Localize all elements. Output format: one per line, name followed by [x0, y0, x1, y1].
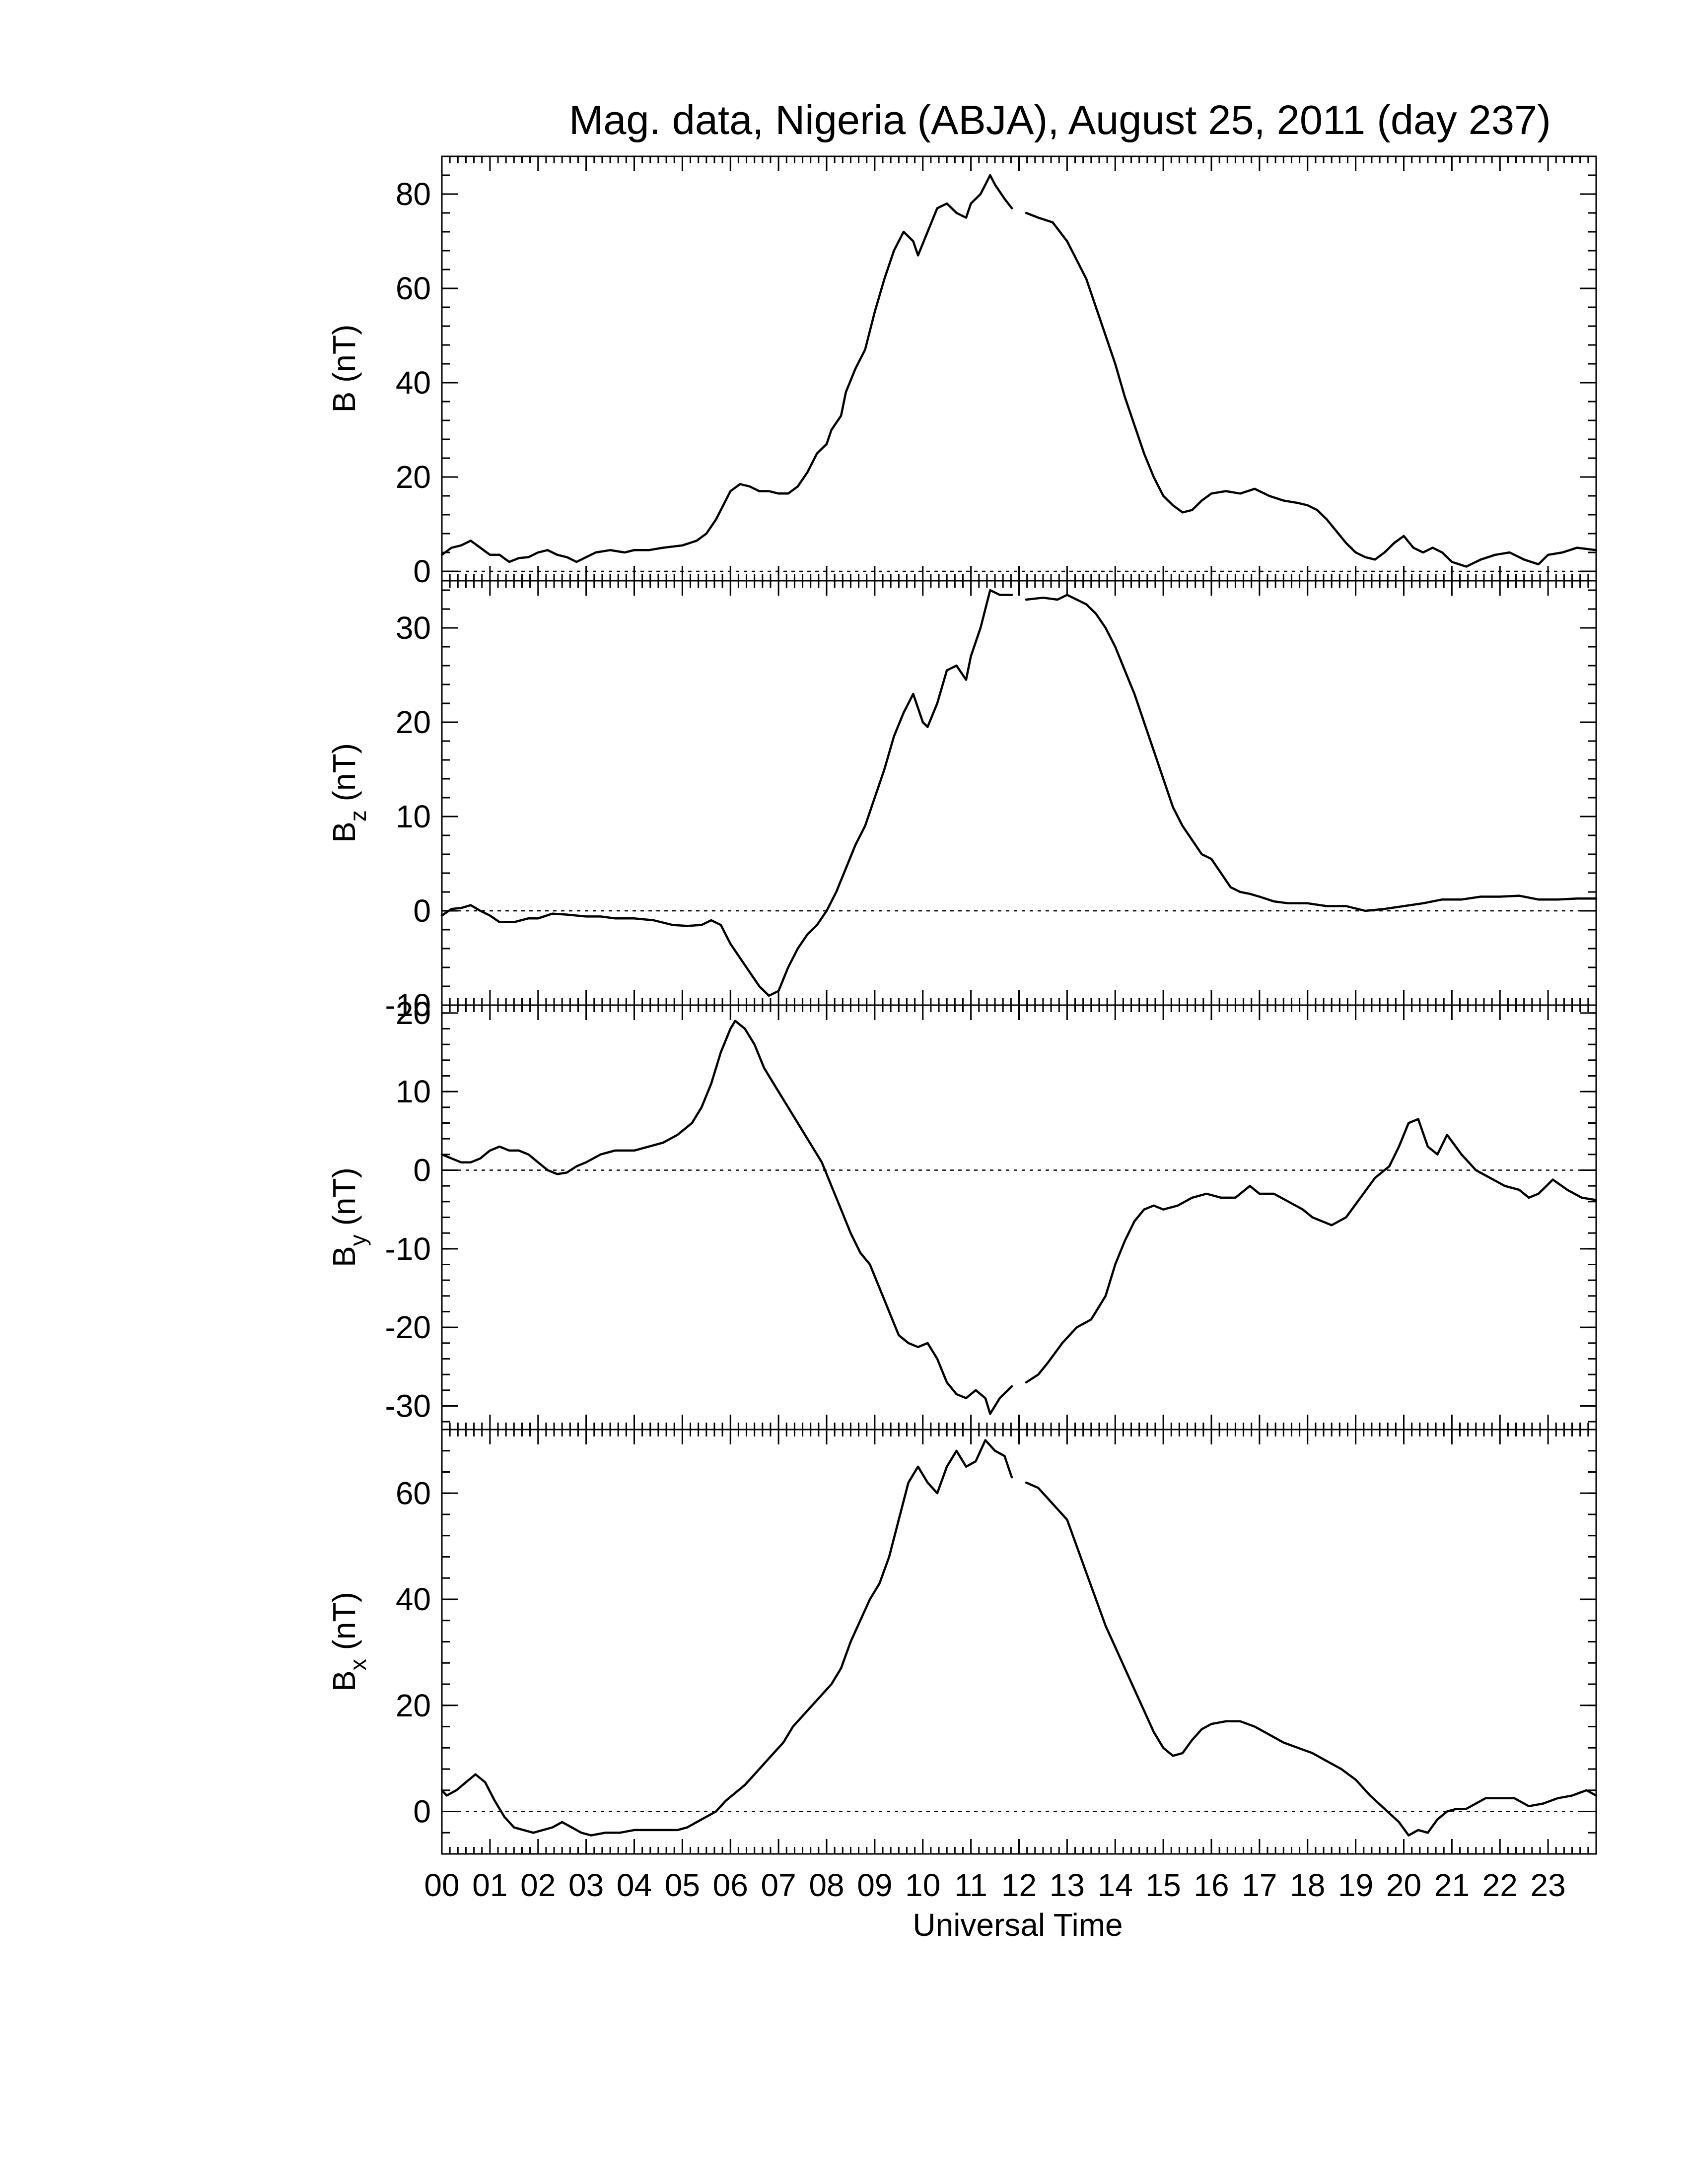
series-line-Bz-segment-2: [1025, 594, 1598, 912]
y-axis-label-subscript: y: [345, 1234, 371, 1246]
y-axis-label-unit: (nT): [326, 743, 362, 810]
x-tick-label: 12: [1001, 1867, 1037, 1903]
y-tick-label: 20: [396, 459, 431, 495]
y-tick-label: 0: [413, 893, 431, 929]
y-tick-label: 30: [396, 610, 431, 646]
series-line-Bx-segment-1: [440, 1439, 1013, 1837]
y-tick-label: 40: [396, 365, 431, 401]
y-axis-label-B: B (nT): [326, 325, 362, 413]
panel-Bz: -10 0 10 20 30 Bz (nT): [326, 580, 1598, 1023]
series-line-By-segment-1: [440, 1020, 1013, 1415]
y-axis-label-unit: (nT): [326, 325, 362, 392]
x-tick-label: 13: [1050, 1867, 1085, 1903]
y-axis-label-main: B: [326, 1670, 362, 1692]
panel-By: -30 -20 -10 0 10 20 By (nT): [326, 995, 1598, 1431]
x-tick-label: 23: [1531, 1867, 1566, 1903]
y-tick-label: -30: [385, 1388, 431, 1424]
x-tick-label: 04: [617, 1867, 652, 1903]
x-tick-labels: 00 01 02 03 04 05 06 07 08 09 10 11 12 13 14 15 16 17 18 19…: [424, 1867, 1565, 1903]
series-line-By-segment-2: [1025, 1118, 1598, 1384]
y-tick-label: 60: [396, 1475, 431, 1511]
x-tick-label: 08: [809, 1867, 844, 1903]
x-tick-label: 19: [1338, 1867, 1373, 1903]
chart-title: Mag. data, Nigeria (ABJA), August 25, 20…: [569, 97, 1551, 143]
y-tick-label: 0: [413, 553, 431, 589]
y-tick-label: 60: [396, 271, 431, 306]
series-line-Bx-segment-2: [1025, 1481, 1598, 1837]
x-tick-label: 02: [520, 1867, 556, 1903]
y-tick-label: -10: [385, 1231, 431, 1267]
y-axis-label-unit: (nT): [326, 1167, 362, 1234]
y-axis-label-Bx: Bx (nT): [326, 1592, 371, 1692]
x-axis-label: Universal Time: [913, 1907, 1123, 1943]
y-axis-label-subscript: z: [345, 810, 371, 821]
x-tick-label: 07: [761, 1867, 796, 1903]
x-tick-label: 00: [424, 1867, 459, 1903]
y-tick-label: 10: [396, 799, 431, 834]
y-tick-label: 20: [396, 995, 431, 1031]
x-tick-label: 17: [1242, 1867, 1277, 1903]
x-tick-label: 09: [857, 1867, 892, 1903]
x-tick-label: 20: [1386, 1867, 1421, 1903]
x-tick-label: 18: [1290, 1867, 1325, 1903]
y-axis-label-unit: (nT): [326, 1592, 362, 1659]
y-tick-label: -20: [385, 1309, 431, 1345]
y-axis-label-Bz: Bz (nT): [326, 743, 371, 843]
panel-B: 0 20 40 60 80 B (nT): [326, 155, 1598, 589]
y-axis-label-main: B: [326, 1246, 362, 1267]
x-tick-label: 03: [568, 1867, 604, 1903]
x-tick-label: 15: [1146, 1867, 1181, 1903]
series-line-B-segment-1: [440, 174, 1013, 563]
panels: 0 20 40 60 80 B (nT) -10 0 10 20 30 Bz (nT) -30 -20 -1…: [326, 155, 1598, 1855]
x-tick-label: 16: [1194, 1867, 1229, 1903]
y-axis-label-main: B: [326, 392, 362, 413]
y-tick-label: 0: [413, 1794, 431, 1830]
panel-Bx: 0 20 40 60 Bx (nT): [326, 1429, 1598, 1855]
y-tick-label: 20: [396, 704, 431, 740]
x-tick-label: 05: [665, 1867, 700, 1903]
series-line-B-segment-2: [1025, 211, 1598, 568]
series-line-Bz-segment-1: [440, 589, 1013, 997]
x-tick-label: 10: [905, 1867, 940, 1903]
x-tick-label: 11: [954, 1867, 987, 1903]
y-tick-label: 0: [413, 1153, 431, 1188]
x-tick-label: 21: [1434, 1867, 1470, 1903]
y-axis-label-main: B: [326, 821, 362, 843]
x-tick-label: 14: [1098, 1867, 1133, 1903]
y-tick-label: -10: [385, 987, 431, 1023]
y-axis-label-By: By (nT): [326, 1167, 371, 1267]
y-tick-label: 10: [396, 1074, 431, 1109]
x-tick-label: 22: [1482, 1867, 1518, 1903]
y-tick-label: 80: [396, 176, 431, 212]
y-tick-label: 40: [396, 1581, 431, 1617]
x-tick-label: 01: [472, 1867, 507, 1903]
x-tick-label: 06: [713, 1867, 748, 1903]
y-tick-label: 20: [396, 1688, 431, 1723]
y-axis-label-subscript: x: [345, 1659, 371, 1670]
